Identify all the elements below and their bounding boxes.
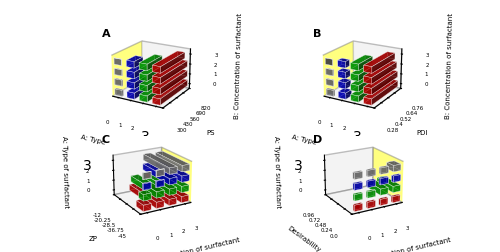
Text: C: C [102, 134, 110, 144]
Y-axis label: Desirability: Desirability [286, 225, 322, 252]
Text: B: B [313, 28, 322, 39]
Y-axis label: ZP: ZP [88, 236, 97, 241]
Y-axis label: PS: PS [206, 130, 215, 136]
Text: D: D [313, 134, 322, 144]
X-axis label: B: Concentration of surfactant: B: Concentration of surfactant [346, 236, 452, 252]
Y-axis label: PDI: PDI [416, 130, 428, 136]
Text: A: A [102, 28, 110, 39]
X-axis label: B: Concentration of surfactant: B: Concentration of surfactant [136, 236, 240, 252]
X-axis label: A: Type of surfactant: A: Type of surfactant [80, 134, 152, 156]
X-axis label: A: Type of surfactant: A: Type of surfactant [292, 134, 363, 156]
